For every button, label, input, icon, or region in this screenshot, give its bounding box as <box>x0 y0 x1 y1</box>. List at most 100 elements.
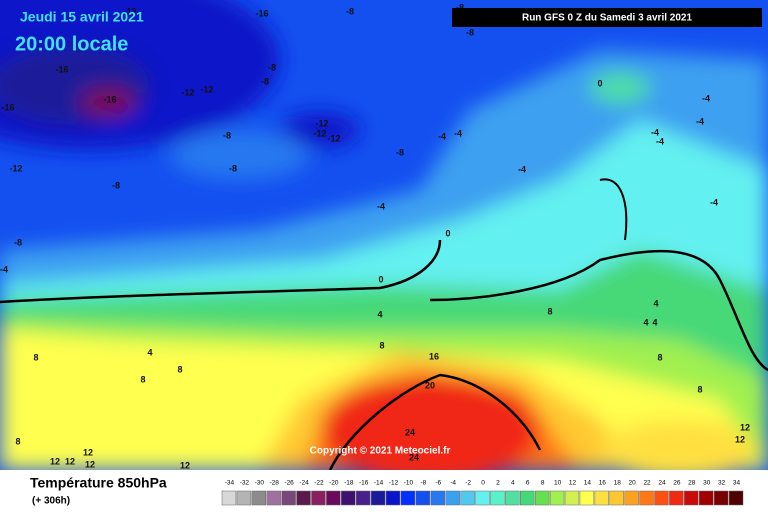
scale-label: -4 <box>450 480 456 487</box>
scale-swatch <box>609 490 624 506</box>
contour-label: -16 <box>103 94 116 104</box>
scale-label: -28 <box>269 480 279 487</box>
scale-label: 22 <box>643 480 651 487</box>
scale-swatch <box>684 490 699 506</box>
scale-swatch <box>415 490 431 506</box>
scale-label: 14 <box>584 480 592 487</box>
contour-label: 12 <box>740 422 750 432</box>
scale-label: -24 <box>299 480 309 487</box>
temperature-field <box>0 0 768 485</box>
scale-swatch <box>236 490 252 506</box>
scale-label: -2 <box>465 480 471 487</box>
contour-label: 12 <box>85 459 95 469</box>
contour-label: -16 <box>1 102 14 112</box>
scale-swatch <box>505 490 520 506</box>
scale-swatch <box>579 490 595 506</box>
contour-label: -12 <box>123 6 136 16</box>
contour-label: 4 <box>652 317 657 327</box>
scale-label: 16 <box>599 480 607 487</box>
run-info: Run GFS 0 Z du Samedi 3 avril 2021 <box>522 13 692 24</box>
scale-label: 26 <box>673 480 681 487</box>
contour-label: -8 <box>346 6 354 16</box>
contour-label: -4 <box>702 93 710 103</box>
contour-label: -4 <box>651 127 659 137</box>
contour-label: 12 <box>65 456 75 466</box>
scale-swatch <box>296 490 311 506</box>
scale-label: -20 <box>329 480 339 487</box>
scale-label: 30 <box>703 480 711 487</box>
contour-label: 8 <box>33 352 38 362</box>
lead-time: (+ 306h) <box>32 496 70 507</box>
scale-label: 12 <box>569 480 577 487</box>
contour-label: -12 <box>181 87 194 97</box>
contour-label: 8 <box>697 384 702 394</box>
scale-swatch <box>624 490 639 506</box>
scale-swatch <box>520 490 535 506</box>
scale-label: -18 <box>344 480 354 487</box>
contour-label: -8 <box>396 147 404 157</box>
contour-label: 8 <box>15 436 20 446</box>
scale-swatch <box>385 490 401 506</box>
scale-swatch <box>311 490 326 506</box>
scale-label: 34 <box>733 480 741 487</box>
contour-label: -4 <box>656 136 664 146</box>
forecast-date: Jeudi 15 avril 2021 <box>20 9 144 25</box>
contour-label: 12 <box>180 460 190 470</box>
contour-label: -4 <box>518 164 526 174</box>
scale-label: -22 <box>314 480 324 487</box>
contour-label: 4 <box>653 298 658 308</box>
scale-swatch <box>266 490 281 506</box>
contour-label: -12 <box>327 133 340 143</box>
contour-label: 4 <box>377 309 382 319</box>
scale-swatch <box>639 490 654 506</box>
contour-label: 12 <box>735 434 745 444</box>
contour-label: 12 <box>83 447 93 457</box>
contour-label: -16 <box>55 64 68 74</box>
forecast-time: 20:00 locale <box>15 33 128 55</box>
scale-swatch <box>669 490 684 506</box>
scale-swatch <box>341 490 356 506</box>
contour-label: -12 <box>313 128 326 138</box>
contour-label: 8 <box>547 306 552 316</box>
scale-label: 20 <box>629 480 637 487</box>
scale-swatch <box>355 490 371 506</box>
scale-swatch <box>281 490 296 506</box>
contour-labels: -16-12 -8 -8-8-16 -8-8-16-12 -12-16-12-12 -12… <box>0 2 750 470</box>
contour-label: 24 <box>409 452 419 462</box>
contour-label: 12 <box>50 456 60 466</box>
contour-label: -16 <box>255 8 268 18</box>
color-scale: -34 -32 -30 -28 -26 -24 -22 -20 -18 -16 -14 -12 -10-… <box>221 480 744 506</box>
contour-label: 0 <box>445 228 450 238</box>
contour-label: 24 <box>405 427 415 437</box>
scale-swatch <box>460 490 475 506</box>
contour-label: -8 <box>223 130 231 140</box>
contour-label: -4 <box>377 201 385 211</box>
contour-label: -12 <box>200 84 213 94</box>
scale-label: -12 <box>389 480 399 487</box>
contour-label: -8 <box>261 76 269 86</box>
contour-label: -4 <box>454 128 462 138</box>
scale-swatch <box>654 490 669 506</box>
scale-swatch <box>594 490 610 506</box>
scale-label: 2 <box>496 480 500 487</box>
scale-label: 28 <box>688 480 696 487</box>
contour-label: 0 <box>597 78 602 88</box>
contour-label: 4 <box>643 317 648 327</box>
contour-label: 8 <box>379 340 384 350</box>
contour-label: 4 <box>147 347 152 357</box>
scale-swatch <box>326 490 341 506</box>
contour-label: 20 <box>425 380 435 390</box>
contour-label: -4 <box>0 264 8 274</box>
scale-label: 32 <box>718 480 726 487</box>
field-title: Température 850hPa <box>30 475 167 491</box>
contour-label: 8 <box>657 352 662 362</box>
scale-swatch <box>699 490 714 506</box>
scale-label: -30 <box>255 480 265 487</box>
contour-label: -8 <box>14 237 22 247</box>
scale-label: -10 <box>404 480 414 487</box>
scale-label: -32 <box>240 480 250 487</box>
scale-swatch <box>534 490 550 506</box>
contour-label: 8 <box>177 364 182 374</box>
scale-label: -6 <box>435 480 441 487</box>
